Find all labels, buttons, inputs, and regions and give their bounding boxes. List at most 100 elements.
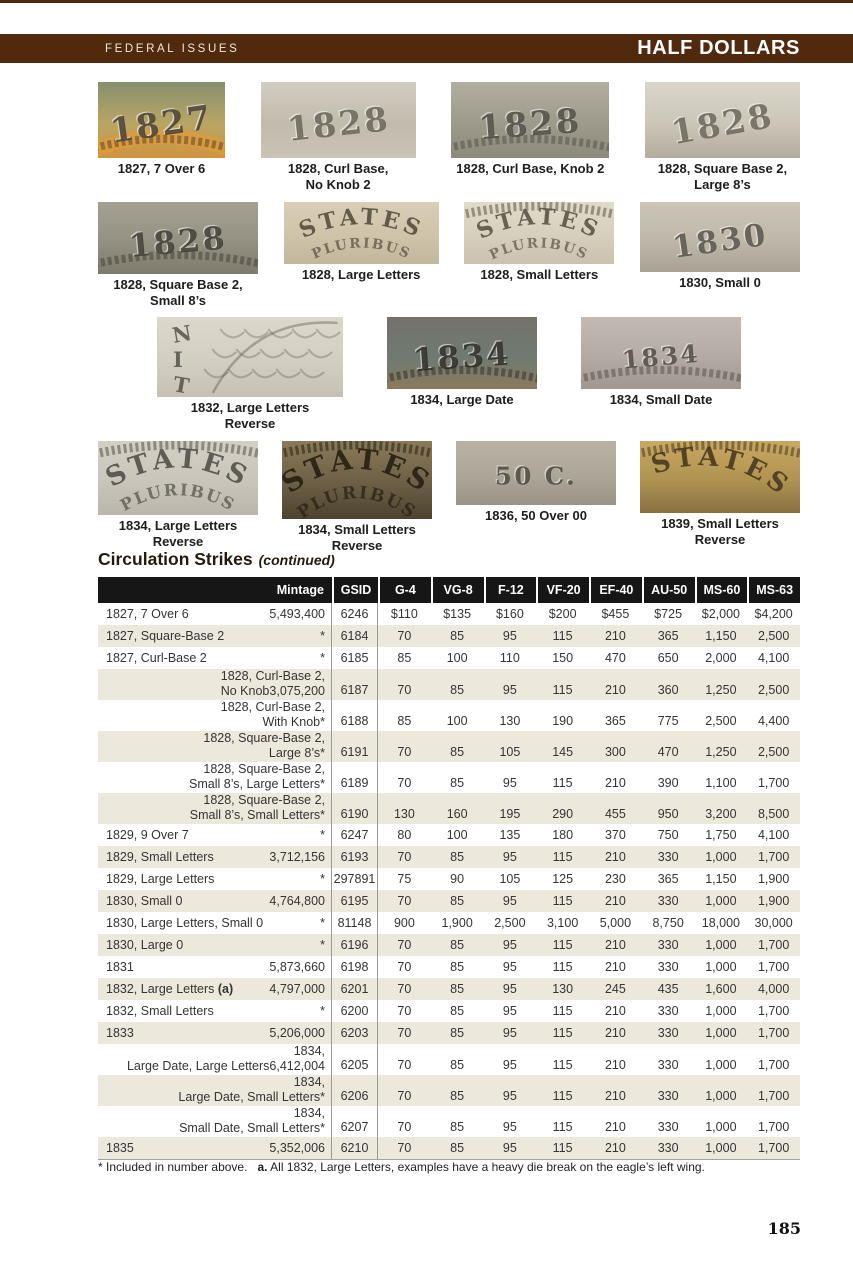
table-row: 1829, 9 Over 7 * 6247 80 100 135 180 370 750 1,75… [98, 824, 800, 846]
price-cell-ef-40: 210 [604, 683, 626, 697]
price-cell-au-50: 330 [657, 960, 679, 974]
mintage-value: 3,712,156 [269, 849, 325, 864]
coin-figure-row: STATES PLURIBUS 1834, Large Letters Reverse… [98, 441, 800, 554]
price-cell-ef-40: 300 [604, 745, 626, 759]
issue-cell: 1829, Small Letters 3,712,156 [98, 846, 332, 868]
price-cell-f-12: 95 [502, 683, 517, 697]
table-header-row: Mintage GSID G-4 VG-8 F-12 VF-20 EF-40 AU-50 MS-… [98, 577, 800, 603]
price-cell-f-12: 130 [499, 714, 521, 728]
price-cell-ef-40: 210 [604, 850, 626, 864]
price-cell-vg-8: 85 [450, 629, 465, 643]
issue-cell: 1829, Large Letters * [98, 868, 332, 890]
price-cell-ef-40: $455 [601, 607, 630, 621]
price-cell-au-50: 8,750 [652, 916, 684, 930]
table-body: 1827, 7 Over 6 5,493,400 6246 $110 $135 $160 $… [98, 603, 800, 1159]
issue-cell: 1834, Small Date, Small Letters * [98, 1106, 332, 1138]
price-cell-vf-20: 115 [552, 850, 573, 864]
table-row: 1835 5,352,006 6210 70 85 95 115 210 330 1,000 1,7… [98, 1137, 800, 1159]
price-cell-f-12: 95 [502, 776, 517, 790]
price-cell-au-50: 390 [657, 776, 679, 790]
table-row: 1831 5,873,660 6198 70 85 95 115 210 330 1,000 1,7… [98, 956, 800, 978]
table-row: 1833 5,206,000 6203 70 85 95 115 210 330 1,000 1,7… [98, 1022, 800, 1044]
price-cell-ef-40: 210 [604, 629, 626, 643]
price-cell-ms-60: 18,000 [701, 916, 740, 930]
price-cell-ms-60: 1,250 [705, 683, 737, 697]
price-cell-ms-60: 1,150 [705, 872, 737, 886]
price-cell-ef-40: 210 [604, 1004, 626, 1018]
mintage-value: 3,075,200 [269, 683, 325, 698]
price-cell-ms-60: 1,000 [705, 850, 737, 864]
coin-figure: 50 C. 50 C. 1836, 50 Over 00 [456, 441, 616, 524]
price-cell-vg-8: 85 [450, 1089, 465, 1103]
gsid-cell: 6193 [332, 846, 378, 868]
price-cell-ms-63: 4,000 [757, 982, 790, 996]
price-cell-au-50: 330 [657, 938, 679, 952]
svg-text:50 C.: 50 C. [495, 462, 577, 491]
price-cell-vf-20: 115 [552, 629, 573, 643]
coin-figure: STATES PLURIBUS 1828, Small Letters [464, 201, 615, 283]
price-cell-ef-40: 5,000 [599, 916, 632, 930]
mintage-value: 5,493,400 [269, 606, 325, 621]
svg-text:1834: 1834 [620, 338, 700, 374]
price-cell-g-4: $110 [390, 607, 418, 621]
gsid-cell: 6187 [332, 669, 378, 701]
issue-cell: 1830, Large 0 * [98, 934, 332, 956]
column-header-gsid: GSID [332, 577, 378, 603]
mintage-value: * [320, 628, 325, 643]
issue-cell: 1831 5,873,660 [98, 956, 332, 978]
coin-caption: 1828, Curl Base, No Knob 2 [287, 161, 389, 192]
header-right-label: HALF DOLLARS [637, 37, 800, 59]
price-cell-ms-60: 2,000 [705, 651, 737, 665]
mintage-value: 6,412,004 [269, 1058, 325, 1073]
mintage-value: 5,873,660 [269, 959, 325, 974]
issue-cell: 1834, Large Date, Large Letters 6,412,004 [98, 1044, 332, 1076]
price-cell-ms-60: 1,750 [705, 828, 737, 842]
price-cell-au-50: 330 [657, 1089, 679, 1103]
table-row: 1827, 7 Over 6 5,493,400 6246 $110 $135 $160 $… [98, 603, 800, 625]
price-cell-ef-40: 470 [604, 651, 626, 665]
price-cell-g-4: 85 [397, 714, 412, 728]
price-cell-f-12: 95 [502, 1058, 517, 1072]
price-cell-ef-40: 370 [604, 828, 626, 842]
price-cell-g-4: 70 [397, 850, 412, 864]
price-cell-ms-63: 1,700 [757, 1089, 790, 1103]
price-cell-f-12: 95 [502, 1089, 517, 1103]
mintage-value: * [320, 827, 325, 842]
gsid-cell: 6246 [332, 603, 378, 625]
coin-image: NIT [157, 317, 343, 398]
table-row: 1828, Square-Base 2, Large 8’s * 6191 70 85 10… [98, 731, 800, 763]
price-cell-ms-63: 4,100 [757, 651, 790, 665]
price-cell-vf-20: 115 [552, 894, 573, 908]
price-cell-ms-60: 1,000 [705, 1120, 737, 1134]
coin-figure: 1834 1834 1834, Large Date [387, 317, 537, 408]
gsid-cell: 6191 [332, 731, 378, 763]
price-cell-g-4: 70 [397, 1089, 412, 1103]
price-cell-vf-20: 150 [552, 651, 574, 665]
column-header-vg-8: VG-8 [430, 577, 484, 603]
price-cell-vf-20: 115 [552, 960, 573, 974]
price-cell-vf-20: 115 [552, 1141, 573, 1155]
svg-text:1828: 1828 [476, 100, 582, 146]
page-top-rule [0, 0, 853, 3]
mintage-value: * [320, 1120, 325, 1135]
price-cell-vg-8: 85 [450, 1026, 465, 1040]
table-row: 1834, Large Date, Small Letters * 6206 70 85 9… [98, 1075, 800, 1107]
column-header-au-50: AU-50 [641, 577, 695, 603]
price-cell-vf-20: $200 [548, 607, 577, 621]
price-cell-au-50: 330 [657, 1004, 679, 1018]
price-cell-vf-20: 115 [552, 1026, 573, 1040]
price-cell-f-12: 95 [502, 982, 517, 996]
column-header-ef-40: EF-40 [589, 577, 642, 603]
price-cell-ms-63: 2,500 [757, 629, 790, 643]
price-cell-au-50: 775 [657, 714, 679, 728]
price-cell-f-12: 110 [499, 651, 520, 665]
coin-image: 50 C.50 C. [456, 441, 616, 506]
price-cell-au-50: 750 [657, 828, 679, 842]
coin-image: STATES [640, 441, 800, 514]
price-cell-ms-60: 1,600 [705, 982, 737, 996]
price-cell-vf-20: 190 [552, 714, 574, 728]
